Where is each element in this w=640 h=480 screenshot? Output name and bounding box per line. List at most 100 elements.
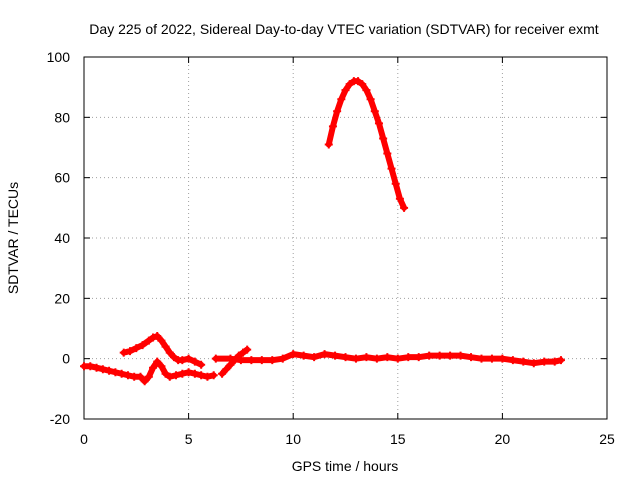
data-point — [92, 363, 101, 372]
data-point — [165, 348, 174, 357]
data-point — [324, 140, 333, 149]
data-point — [341, 86, 350, 95]
axis-ticks: 0 5 10 15 20 25 -20 0 20 40 60 80 100 — [47, 49, 615, 447]
data-point — [157, 336, 166, 345]
data-point — [540, 357, 549, 366]
data-point — [400, 203, 409, 212]
data-point — [351, 354, 360, 363]
data-point — [456, 351, 465, 360]
data-point — [550, 357, 559, 366]
data-point — [391, 179, 400, 188]
data-point — [477, 354, 486, 363]
data-point — [126, 347, 135, 356]
data-point — [138, 341, 147, 350]
data-point — [278, 354, 287, 363]
data-point — [190, 369, 199, 378]
data-point — [197, 360, 206, 369]
data-point — [345, 80, 354, 89]
data-point — [243, 345, 252, 354]
data-point — [161, 369, 170, 378]
series-line — [212, 351, 564, 367]
grid — [84, 57, 607, 419]
x-tick-label: 5 — [185, 431, 193, 447]
data-point — [257, 356, 266, 365]
series-satellite-pass-flat — [211, 350, 565, 368]
data-point — [209, 371, 218, 380]
y-tick-label: 40 — [54, 230, 70, 246]
data-point — [111, 368, 120, 377]
data-point — [153, 332, 162, 341]
data-point — [157, 362, 166, 371]
data-point — [169, 353, 178, 362]
y-tick-label: 100 — [47, 49, 71, 65]
data-point — [161, 342, 170, 351]
data-point — [165, 372, 174, 381]
data-point — [370, 107, 379, 116]
data-point — [98, 365, 107, 374]
y-tick-label: 0 — [62, 351, 70, 367]
data-point — [268, 356, 277, 365]
data-point — [487, 354, 496, 363]
data-point — [178, 369, 187, 378]
data-point — [218, 369, 227, 378]
data-point — [337, 95, 346, 104]
x-tick-label: 15 — [390, 431, 406, 447]
data-point — [86, 362, 95, 371]
data-point — [211, 354, 220, 363]
data-point — [117, 369, 126, 378]
chart-title: Day 225 of 2022, Sidereal Day-to-day VTE… — [89, 21, 598, 37]
data-point — [331, 351, 340, 360]
data-point — [519, 357, 528, 366]
data-point — [333, 107, 342, 116]
y-tick-label: 60 — [54, 170, 70, 186]
y-axis-title: SDTVAR / TECUs — [5, 182, 21, 294]
data-point — [372, 354, 381, 363]
data-point — [289, 350, 298, 359]
data-point — [383, 149, 392, 158]
data-point — [222, 365, 231, 374]
data-point — [320, 350, 329, 359]
data-point — [149, 363, 158, 372]
data-point — [247, 356, 256, 365]
data-point — [362, 86, 371, 95]
data-point — [238, 348, 247, 357]
data-point — [203, 372, 212, 381]
data-marks — [80, 77, 565, 386]
data-point — [197, 371, 206, 380]
data-point — [144, 336, 153, 345]
x-tick-label: 20 — [495, 431, 511, 447]
data-point — [387, 164, 396, 173]
x-tick-label: 10 — [285, 431, 301, 447]
data-point — [328, 122, 337, 131]
data-point — [379, 134, 388, 143]
data-point — [140, 377, 149, 386]
x-axis-title: GPS time / hours — [292, 458, 399, 474]
data-point — [414, 353, 423, 362]
data-point — [226, 354, 235, 363]
data-point — [395, 194, 404, 203]
data-point — [374, 119, 383, 128]
x-tick-label: 0 — [80, 431, 88, 447]
data-point — [366, 95, 375, 104]
data-point — [184, 354, 193, 363]
data-point — [153, 357, 162, 366]
data-point — [132, 344, 141, 353]
data-point — [425, 351, 434, 360]
data-point — [184, 368, 193, 377]
data-point — [404, 353, 413, 362]
data-point — [144, 372, 153, 381]
series-satellite-pass-bump — [119, 332, 206, 369]
data-point — [123, 371, 132, 380]
data-point — [529, 359, 538, 368]
data-point — [190, 357, 199, 366]
data-point — [383, 353, 392, 362]
data-point — [172, 371, 181, 380]
data-point — [362, 353, 371, 362]
data-point — [358, 80, 367, 89]
data-point — [149, 333, 158, 342]
series-satellite-pass-dip — [80, 357, 218, 386]
data-point — [119, 348, 128, 357]
data-point — [299, 351, 308, 360]
data-point — [178, 356, 187, 365]
data-point — [467, 353, 476, 362]
